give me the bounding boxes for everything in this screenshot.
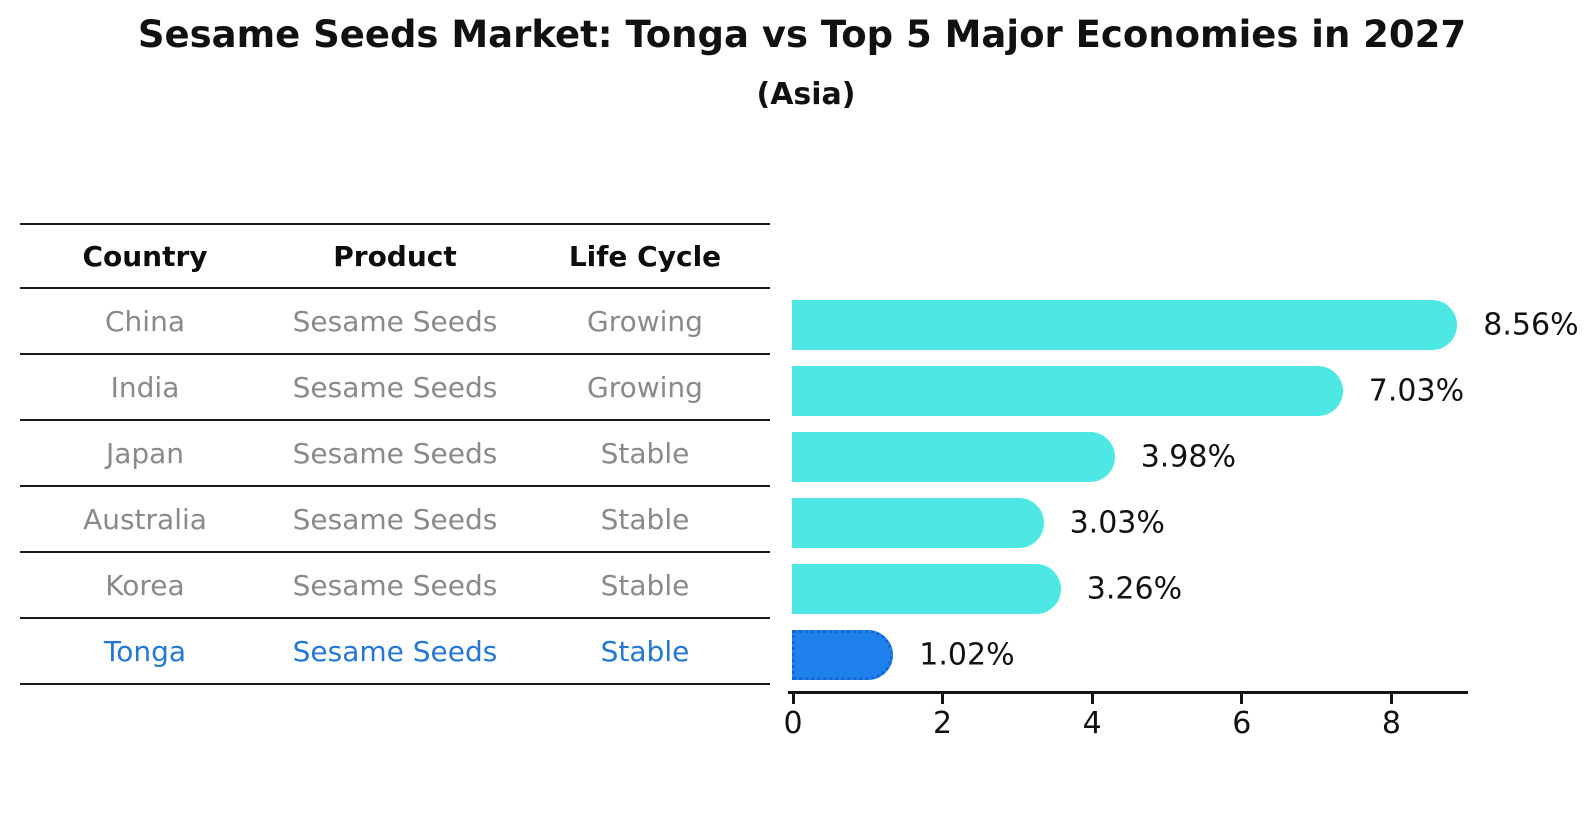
bar-value-label: 8.56% — [1483, 307, 1579, 343]
x-axis-tick-label: 8 — [1381, 706, 1401, 741]
cell-life-cycle: Stable — [600, 436, 690, 470]
table-header-row: Country Product Life Cycle — [20, 223, 770, 289]
bar-china — [792, 300, 1458, 350]
cell-life-cycle: Stable — [600, 502, 690, 536]
x-axis-tick — [791, 694, 795, 704]
table-row: Korea Sesame Seeds Stable — [20, 553, 770, 619]
cell-country: Australia — [83, 502, 207, 536]
x-axis-tick — [1090, 694, 1094, 704]
bar-australia — [792, 498, 1044, 548]
bar-korea — [792, 564, 1061, 614]
bar-value-label: 3.26% — [1086, 571, 1183, 607]
table-row: Japan Sesame Seeds Stable — [20, 421, 770, 487]
cell-product: Sesame Seeds — [292, 370, 498, 404]
cell-country: India — [110, 370, 180, 404]
bar-tonga — [792, 630, 894, 680]
x-axis-tick-label: 2 — [933, 706, 953, 741]
x-axis-tick-label: 0 — [783, 706, 803, 741]
table-row: Tonga Sesame Seeds Stable — [20, 619, 770, 685]
cell-life-cycle: Stable — [600, 634, 690, 668]
cell-life-cycle: Growing — [587, 304, 703, 338]
cell-product: Sesame Seeds — [292, 436, 498, 470]
bar-value-label: 1.02% — [919, 637, 1015, 673]
cell-product: Sesame Seeds — [292, 634, 498, 668]
cell-country: Tonga — [103, 634, 187, 668]
bar-chart: 8.56% 7.03% 3.98% 3.03% 3.26% 1.02% 0 2 4 6 8 — [783, 223, 1586, 783]
x-axis-tick — [1240, 694, 1244, 704]
x-axis-tick-label: 6 — [1232, 706, 1252, 741]
chart-title: Sesame Seeds Market: Tonga vs Top 5 Majo… — [137, 13, 1467, 56]
cell-product: Sesame Seeds — [292, 568, 498, 602]
x-axis-tick — [1389, 694, 1393, 704]
cell-country: Korea — [105, 568, 185, 602]
bar-india — [792, 366, 1343, 416]
bar-value-label: 3.98% — [1140, 439, 1236, 475]
table-row: Australia Sesame Seeds Stable — [20, 487, 770, 553]
country-table: Country Product Life Cycle China Sesame Seed… — [20, 223, 770, 685]
cell-life-cycle: Growing — [587, 370, 703, 404]
bar-value-label: 3.03% — [1069, 505, 1165, 541]
x-axis-tick — [941, 694, 945, 704]
column-header-country: Country — [82, 239, 208, 273]
table-row: India Sesame Seeds Growing — [20, 355, 770, 421]
table-row: China Sesame Seeds Growing — [20, 289, 770, 355]
cell-life-cycle: Stable — [600, 568, 690, 602]
x-axis-tick-label: 4 — [1082, 706, 1102, 741]
bar-japan — [792, 432, 1115, 482]
column-header-life-cycle: Life Cycle — [568, 239, 722, 273]
cell-product: Sesame Seeds — [292, 502, 498, 536]
chart-subtitle: (Asia) — [756, 77, 856, 112]
cell-country: China — [105, 304, 185, 338]
cell-country: Japan — [105, 436, 185, 470]
column-header-product: Product — [333, 239, 457, 273]
bar-value-label: 7.03% — [1368, 373, 1465, 409]
x-axis-line — [788, 691, 1468, 694]
cell-product: Sesame Seeds — [292, 304, 498, 338]
